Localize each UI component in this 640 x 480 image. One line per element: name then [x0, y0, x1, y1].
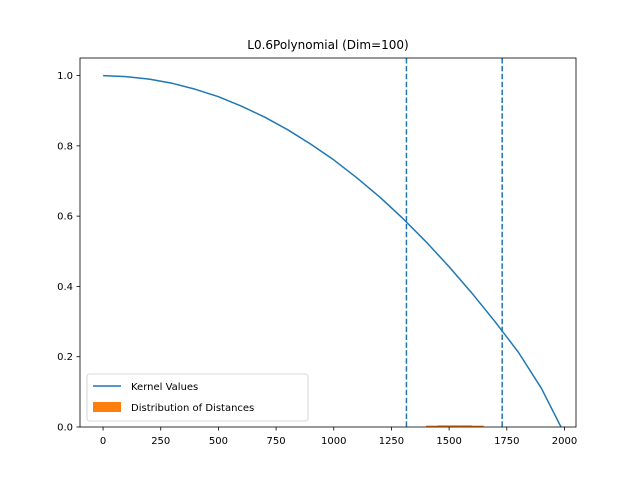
x-tick-label-3: 750	[267, 436, 286, 447]
axes-frame	[79, 57, 577, 428]
legend: Kernel Values Distribution of Distances	[86, 373, 309, 422]
y-tick-label-5: 1.0	[57, 71, 73, 82]
legend-box	[86, 373, 309, 422]
histogram-bar-0	[426, 425, 438, 427]
legend-distribution-label: Distribution of Distances	[131, 403, 254, 414]
x-tick-label-0: 0	[100, 436, 106, 447]
x-tick-label-7: 1750	[494, 436, 519, 447]
y-tick-label-1: 0.2	[57, 352, 73, 363]
x-tick-label-5: 1250	[379, 436, 404, 447]
chart-title: L0.6Polynomial (Dim=100)	[247, 38, 408, 52]
histogram-bar-1	[437, 425, 450, 427]
x-tick-label-6: 1500	[436, 436, 461, 447]
plot-content	[103, 58, 562, 427]
x-tick-label-2: 500	[209, 436, 228, 447]
x-tick-label-8: 2000	[552, 436, 577, 447]
y-tick-label-4: 0.8	[57, 141, 73, 152]
histogram-bar-2	[449, 425, 461, 427]
kernel-values-line	[103, 74, 562, 427]
x-tick-label-1: 250	[151, 436, 170, 447]
axes: 0 250 500 750 1000 1250 1500 1750 2000 0.0 0.2 0.4 0…	[57, 57, 577, 447]
x-tick-label-4: 1000	[321, 436, 346, 447]
y-tick-label-3: 0.6	[57, 212, 73, 223]
y-tick-label-0: 0.0	[57, 423, 73, 434]
histogram-bar-3	[460, 425, 473, 427]
y-tick-label-2: 0.4	[57, 282, 73, 293]
histogram-bar-4	[472, 425, 484, 427]
legend-kernel-label: Kernel Values	[131, 382, 198, 393]
plot-area	[103, 58, 562, 427]
legend-distribution-swatch	[93, 402, 121, 412]
